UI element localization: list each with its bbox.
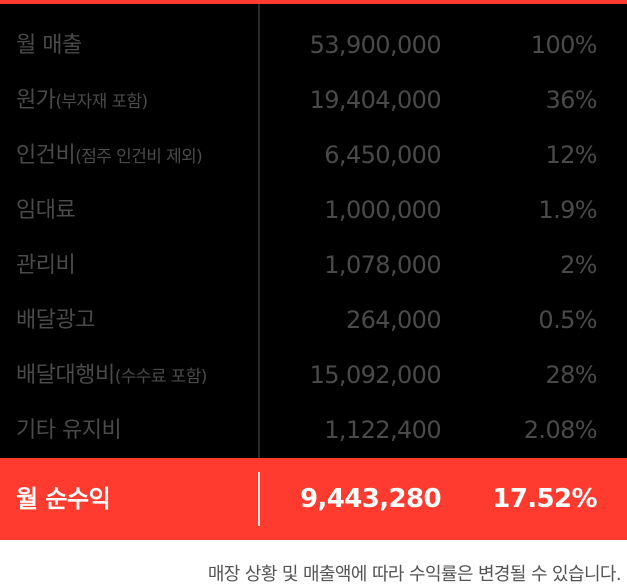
- table-row-maintenance: 관리비 1,078,000 2%: [0, 238, 627, 293]
- row-percent: 28%: [545, 361, 597, 389]
- cost-table: 월 매출 53,900,000 100% 원가(부자재 포함) 19,404,0…: [0, 4, 627, 458]
- row-label: 원가(부자재 포함): [16, 88, 148, 113]
- row-amount: 53,900,000: [309, 31, 442, 59]
- row-amount: 15,092,000: [309, 361, 442, 389]
- row-amount: 19,404,000: [309, 86, 442, 114]
- column-divider: [258, 4, 260, 458]
- row-percent: 12%: [545, 141, 597, 169]
- row-percent: 2.08%: [523, 416, 598, 444]
- table-row-delivery-agency: 배달대행비(수수료 포함) 15,092,000 28%: [0, 348, 627, 403]
- table-row-revenue: 월 매출 53,900,000 100%: [0, 18, 627, 73]
- row-amount: 6,450,000: [324, 141, 441, 169]
- net-profit-row: 월 순수익 9,443,280 17.52%: [0, 458, 627, 540]
- table-row-other-maintenance: 기타 유지비 1,122,400 2.08%: [0, 403, 627, 458]
- row-percent: 2%: [560, 251, 597, 279]
- row-label: 배달광고: [16, 308, 95, 333]
- row-amount: 264,000: [345, 306, 442, 334]
- row-label: 배달대행비(수수료 포함): [16, 363, 207, 388]
- table-row-labor: 인건비(점주 인건비 제외) 6,450,000 12%: [0, 128, 627, 183]
- top-accent-bar: [0, 0, 627, 4]
- net-profit-amount: 9,443,280: [300, 484, 442, 514]
- net-profit-label: 월 순수익: [16, 485, 111, 513]
- row-percent: 0.5%: [538, 306, 597, 334]
- row-label: 인건비(점주 인건비 제외): [16, 143, 203, 168]
- row-percent: 36%: [545, 86, 597, 114]
- summary-divider: [258, 472, 260, 526]
- row-amount: 1,078,000: [324, 251, 441, 279]
- row-amount: 1,122,400: [324, 416, 441, 444]
- table-row-cost-of-goods: 원가(부자재 포함) 19,404,000 36%: [0, 73, 627, 128]
- row-label: 임대료: [16, 198, 76, 223]
- table-row-rent: 임대료 1,000,000 1.9%: [0, 183, 627, 238]
- disclaimer-note: 매장 상황 및 매출액에 따라 수익률은 변경될 수 있습니다.: [207, 564, 622, 585]
- net-profit-percent: 17.52%: [492, 484, 597, 514]
- row-label: 월 매출: [16, 33, 82, 58]
- row-percent: 100%: [530, 31, 598, 59]
- table-row-delivery-ads: 배달광고 264,000 0.5%: [0, 293, 627, 348]
- row-label: 기타 유지비: [16, 418, 122, 443]
- row-percent: 1.9%: [538, 196, 597, 224]
- row-amount: 1,000,000: [324, 196, 441, 224]
- row-label: 관리비: [16, 253, 76, 278]
